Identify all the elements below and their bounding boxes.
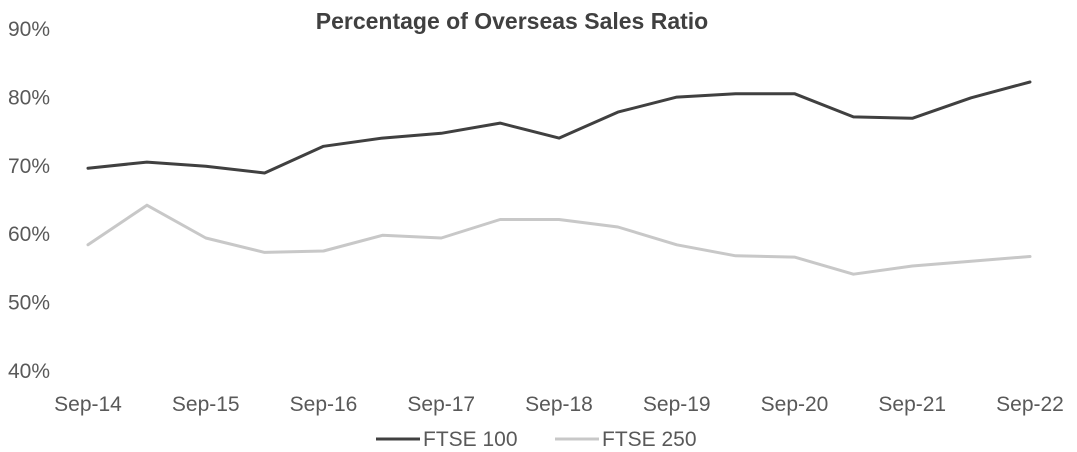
x-tick-label: Sep-22 bbox=[996, 393, 1064, 416]
y-tick-label: 90% bbox=[8, 18, 50, 41]
x-tick-label: Sep-20 bbox=[761, 393, 829, 416]
series-lines bbox=[88, 82, 1030, 274]
y-tick-label: 60% bbox=[8, 223, 50, 246]
x-tick-label: Sep-16 bbox=[290, 393, 358, 416]
series-line-ftse-250 bbox=[88, 205, 1030, 274]
x-tick-label: Sep-14 bbox=[54, 393, 122, 416]
legend-label: FTSE 100 bbox=[423, 428, 518, 451]
y-tick-label: 80% bbox=[8, 86, 50, 109]
legend-label: FTSE 250 bbox=[602, 428, 697, 451]
chart-title: Percentage of Overseas Sales Ratio bbox=[316, 8, 708, 34]
y-axis-ticks: 40% 50% 60% 70% 80% 90% bbox=[8, 18, 50, 383]
x-axis-ticks: Sep-14 Sep-15 Sep-16 Sep-17 Sep-18 Sep-19 Sep-… bbox=[54, 393, 1064, 416]
x-tick-label: Sep-18 bbox=[525, 393, 593, 416]
y-tick-label: 40% bbox=[8, 360, 50, 383]
x-tick-label: Sep-19 bbox=[643, 393, 711, 416]
x-tick-label: Sep-21 bbox=[878, 393, 946, 416]
y-tick-label: 70% bbox=[8, 155, 50, 178]
series-line-ftse-100 bbox=[88, 82, 1030, 173]
legend: FTSE 100 FTSE 250 bbox=[376, 428, 697, 451]
x-tick-label: Sep-15 bbox=[172, 393, 240, 416]
y-tick-label: 50% bbox=[8, 292, 50, 315]
x-tick-label: Sep-17 bbox=[407, 393, 475, 416]
